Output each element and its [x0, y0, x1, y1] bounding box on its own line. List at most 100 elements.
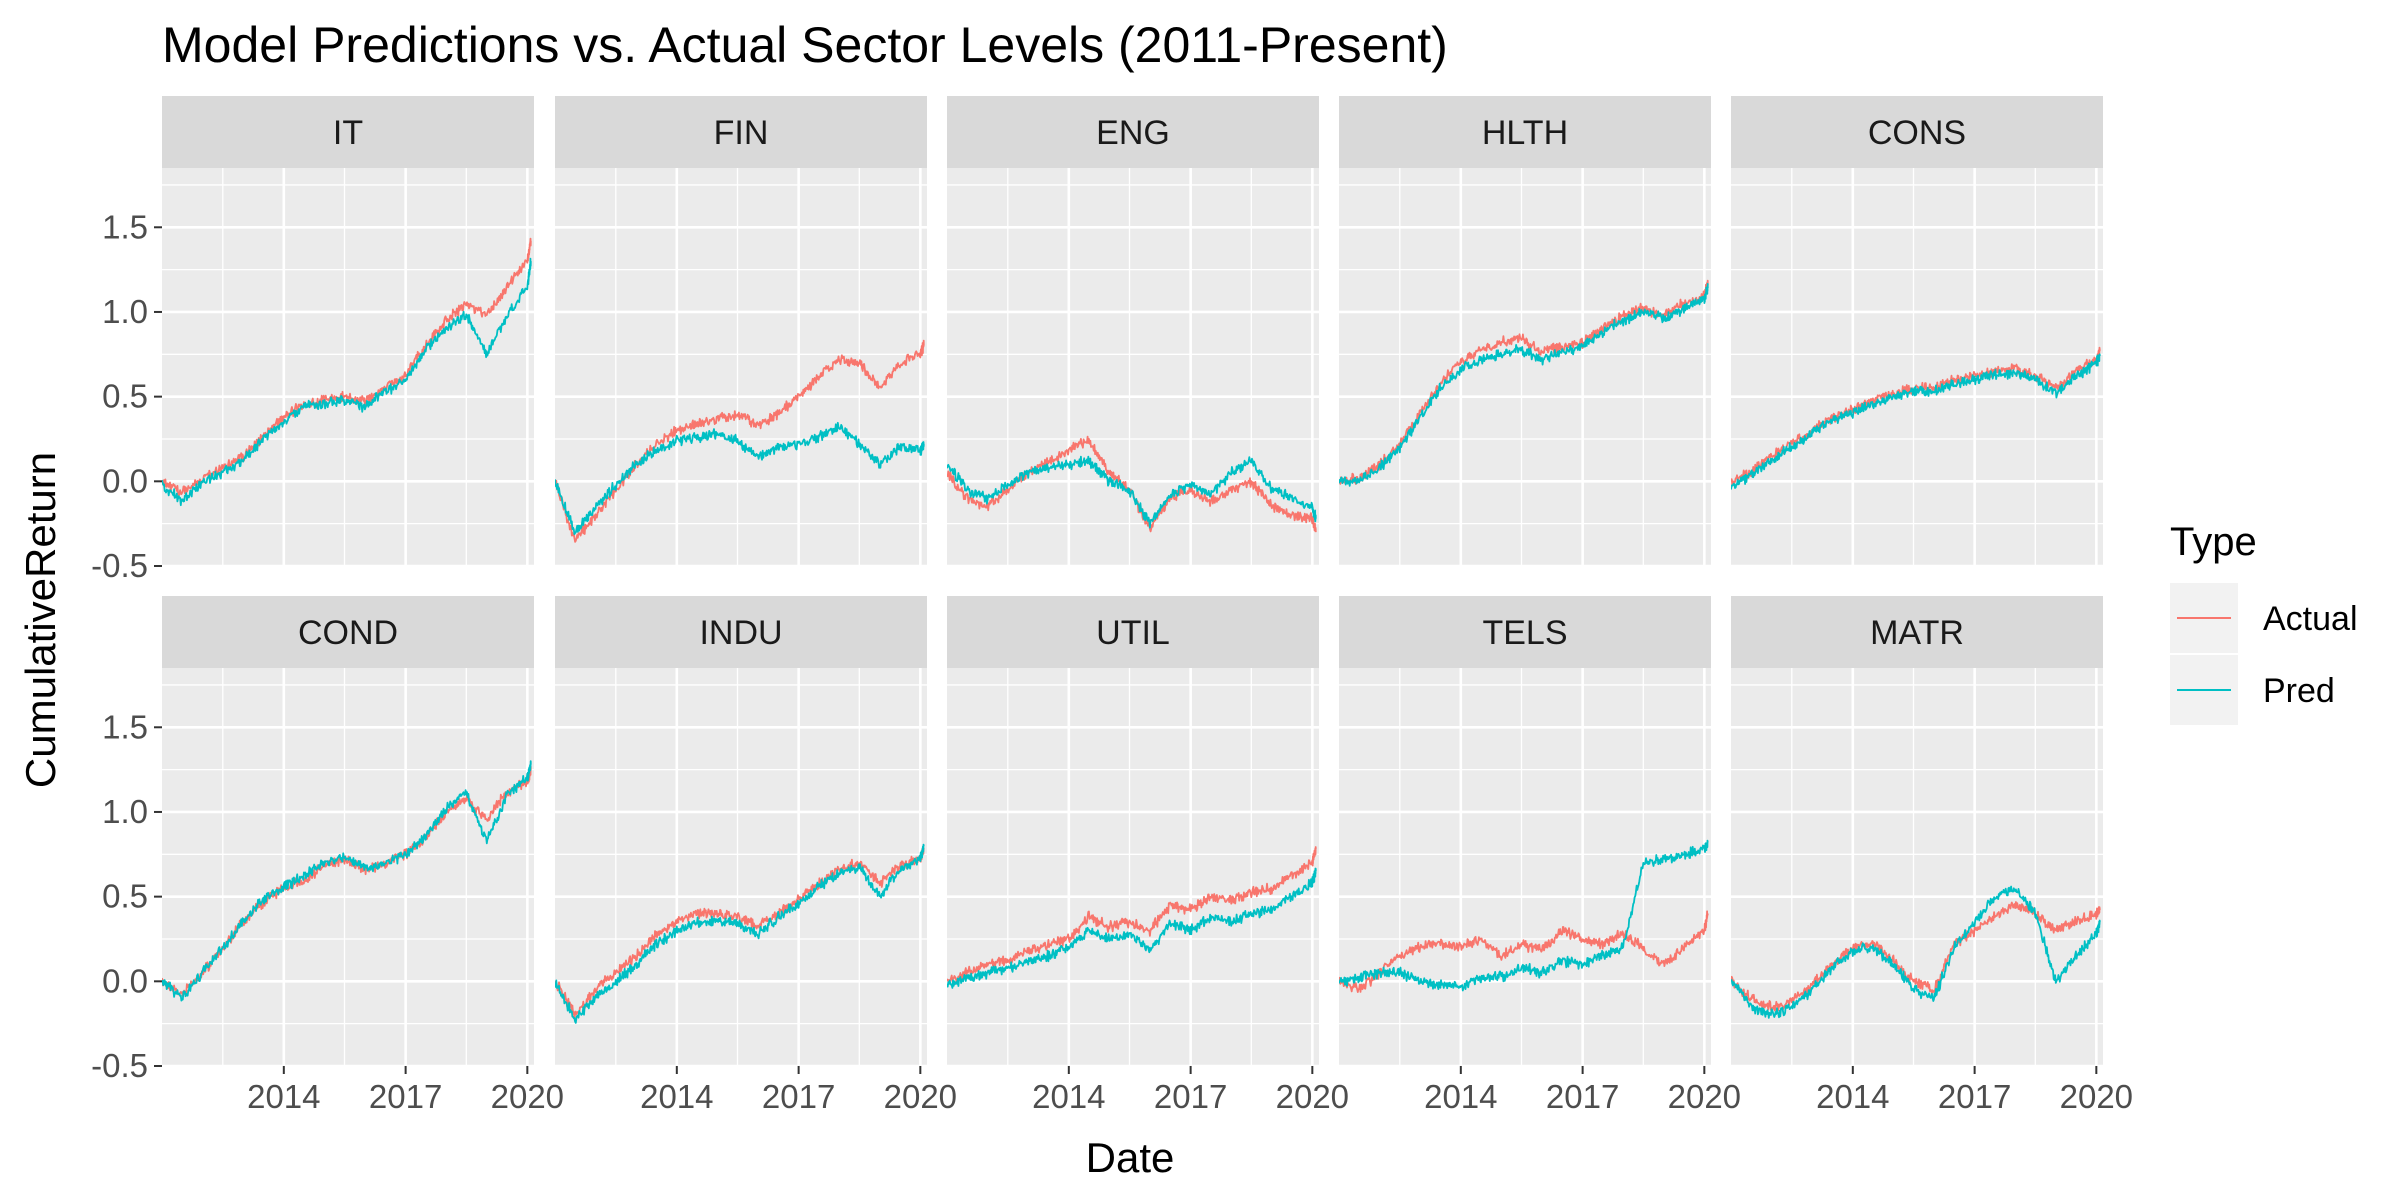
x-tick-label: 2017	[1938, 1078, 2011, 1115]
chart-title: Model Predictions vs. Actual Sector Leve…	[162, 17, 1448, 73]
facet-panel-hlth: HLTH	[1339, 96, 1711, 566]
x-tick-label: 2020	[2060, 1078, 2133, 1115]
facet-panel-util: UTIL	[947, 596, 1319, 1066]
x-tick-label: 2014	[1816, 1078, 1889, 1115]
x-axis-col-1: 2014 2017 2020	[247, 1066, 564, 1115]
x-axis-col-3: 2014 2017 2020	[1032, 1066, 1349, 1115]
facet-strip-label: MATR	[1870, 614, 1964, 652]
facet-strip	[1731, 96, 2103, 168]
panel-grid	[1731, 168, 2103, 566]
panel-grid	[555, 668, 927, 1066]
facet-strip-label: UTIL	[1096, 614, 1170, 652]
x-tick-label: 2014	[247, 1078, 320, 1115]
facet-panel-it: IT	[162, 96, 534, 566]
panel-grid	[555, 168, 927, 566]
y-tick-label: 0.5	[102, 878, 148, 915]
panel-background	[162, 168, 534, 566]
facet-panel-eng: ENG	[947, 96, 1319, 566]
series-line-actual	[1731, 901, 2101, 1012]
panel-series	[555, 339, 925, 543]
x-tick-label: 2014	[1424, 1078, 1497, 1115]
x-tick-label: 2017	[369, 1078, 442, 1115]
panel-background	[1339, 668, 1711, 1066]
x-axis-col-5: 2014 2017 2020	[1816, 1066, 2133, 1115]
y-axis-title: CumulativeReturn	[17, 452, 64, 788]
series-line-pred	[555, 421, 925, 536]
legend-entry-actual: Actual	[2170, 583, 2358, 653]
facet-strip	[1339, 96, 1711, 168]
facet-strip	[162, 96, 534, 168]
facet-panel-cons: CONS	[1731, 96, 2103, 566]
facet-strip	[555, 96, 927, 168]
facet-strip	[947, 596, 1319, 668]
series-line-pred	[555, 843, 925, 1024]
y-tick-label: 1.0	[102, 793, 148, 830]
facet-panels: IT FIN ENG HLTH CONS COND INDU UTIL TELS MATR	[162, 96, 2103, 1066]
series-line-pred	[947, 867, 1317, 989]
legend-label: Actual	[2263, 600, 2358, 638]
panel-series	[162, 760, 532, 1002]
legend-label: Pred	[2263, 672, 2335, 710]
panel-grid	[947, 668, 1319, 1066]
y-axis-row-2: -0.5 0.0 0.5 1.0 1.5	[91, 708, 162, 1084]
panel-series	[1339, 279, 1709, 487]
facet-strip-label: CONS	[1868, 114, 1966, 152]
x-tick-label: 2020	[1276, 1078, 1349, 1115]
panel-background	[162, 668, 534, 1066]
y-axes: -0.5 0.0 0.5 1.0 1.5 -0.5 0.0 0.5 1.0 1.5	[91, 208, 162, 1084]
panel-background	[1339, 168, 1711, 566]
panel-grid	[1339, 668, 1711, 1066]
panel-background	[947, 668, 1319, 1066]
panel-background	[947, 168, 1319, 566]
y-tick-label: 1.5	[102, 708, 148, 745]
y-tick-label: -0.5	[91, 547, 148, 584]
y-tick-label: 0.0	[102, 962, 148, 999]
x-axis-col-2: 2014 2017 2020	[640, 1066, 957, 1115]
facet-panel-indu: INDU	[555, 596, 927, 1066]
panel-grid	[947, 168, 1319, 566]
facet-panel-cond: COND	[162, 596, 534, 1066]
x-tick-label: 2014	[1032, 1078, 1105, 1115]
facet-strip	[162, 596, 534, 668]
panel-series	[1731, 885, 2101, 1019]
facet-strip-label: FIN	[714, 114, 769, 152]
facet-panel-tels: TELS	[1339, 596, 1711, 1066]
x-axis-col-4: 2014 2017 2020	[1424, 1066, 1741, 1115]
series-line-pred	[1339, 839, 1709, 992]
facet-strip-label: COND	[298, 614, 398, 652]
facet-strip	[1339, 596, 1711, 668]
panel-series	[1339, 839, 1709, 993]
panel-grid	[1731, 668, 2103, 1066]
panel-series	[947, 846, 1317, 989]
x-tick-label: 2017	[1154, 1078, 1227, 1115]
y-tick-label: 1.0	[102, 293, 148, 330]
facet-strip-label: ENG	[1096, 114, 1170, 152]
series-line-actual	[555, 339, 925, 543]
y-tick-label: 0.0	[102, 462, 148, 499]
y-tick-label: 1.5	[102, 208, 148, 245]
series-line-pred	[1339, 283, 1709, 487]
legend: Type Actual Pred	[2170, 520, 2358, 725]
facet-strip	[555, 596, 927, 668]
x-tick-label: 2020	[491, 1078, 564, 1115]
legend-entry-pred: Pred	[2170, 655, 2335, 725]
y-tick-label: -0.5	[91, 1047, 148, 1084]
series-line-pred	[1731, 885, 2101, 1019]
panel-series	[162, 237, 532, 507]
x-tick-label: 2017	[762, 1078, 835, 1115]
series-line-pred	[1731, 353, 2101, 490]
x-tick-label: 2020	[1668, 1078, 1741, 1115]
x-axis-title: Date	[1086, 1134, 1175, 1181]
series-line-pred	[162, 760, 532, 1002]
series-line-actual	[1339, 910, 1709, 993]
facet-strip	[947, 96, 1319, 168]
facet-strip-label: HLTH	[1482, 114, 1568, 152]
panel-background	[1731, 168, 2103, 566]
facet-panel-matr: MATR	[1731, 596, 2103, 1066]
y-axis-row-1: -0.5 0.0 0.5 1.0 1.5	[91, 208, 162, 584]
x-tick-label: 2020	[884, 1078, 957, 1115]
facet-strip-label: TELS	[1482, 614, 1567, 652]
legend-title: Type	[2170, 520, 2257, 564]
x-tick-label: 2017	[1546, 1078, 1619, 1115]
